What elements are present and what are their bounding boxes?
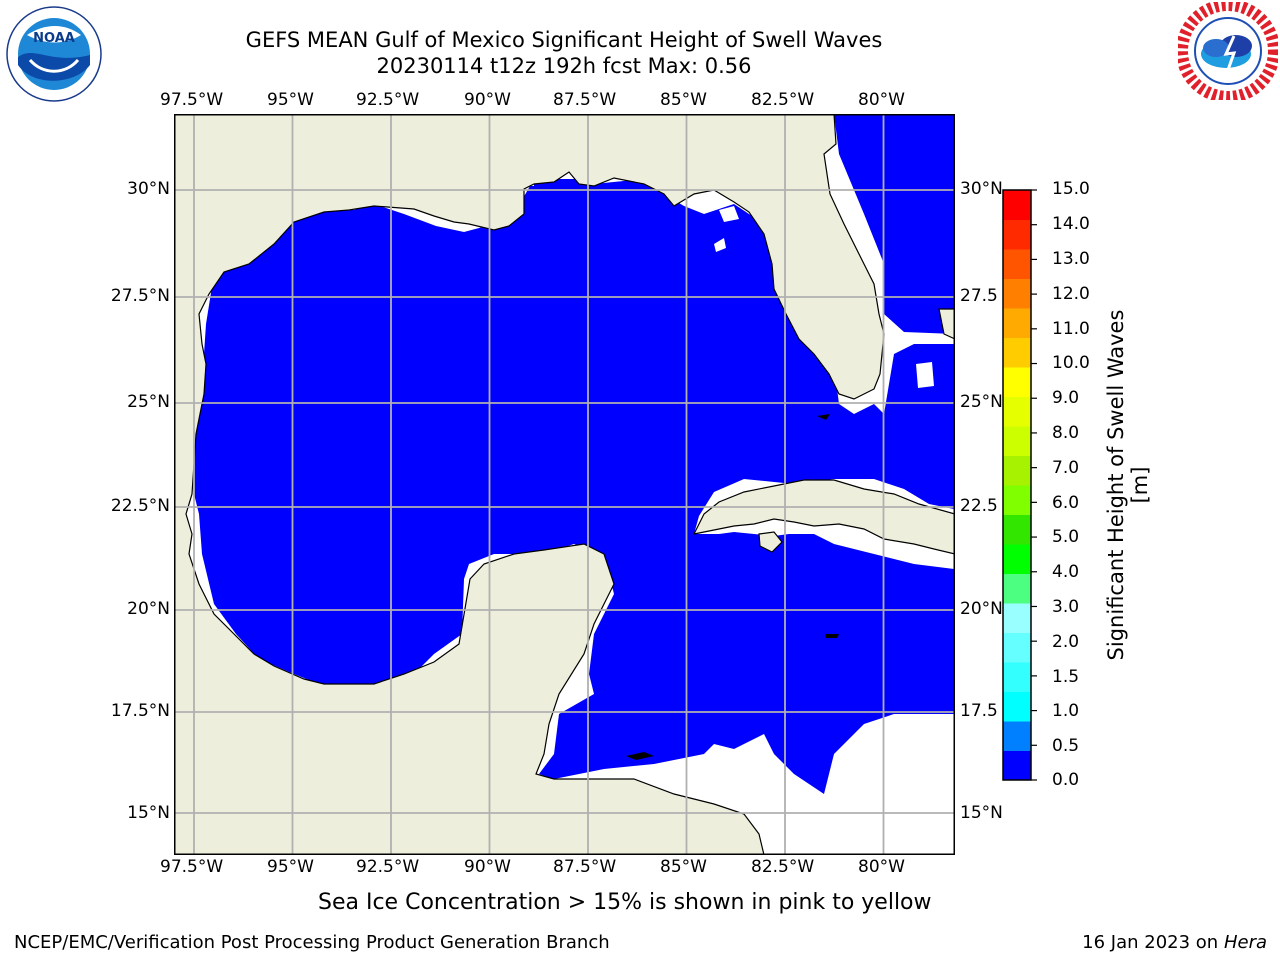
lon-label-top: 80°W (858, 90, 905, 110)
colorbar-segment (1003, 750, 1031, 781)
colorbar-tick: 5.0 (1052, 527, 1080, 547)
colorbar-tick: 13.0 (1052, 249, 1090, 269)
colorbar-segment (1003, 721, 1031, 751)
lon-label-bottom: 80°W (858, 857, 905, 877)
lat-label-left: 27.5°N (110, 286, 170, 306)
colorbar-tick: 14.0 (1052, 214, 1090, 234)
lat-label-right: 20°N (960, 599, 1003, 619)
gulf-swell-area (194, 179, 954, 794)
colorbar-segment (1003, 337, 1031, 368)
lon-label-top: 90°W (464, 90, 511, 110)
lon-label-bottom: 82.5°W (751, 857, 815, 877)
sea-ice-note: Sea Ice Concentration > 15% is shown in … (318, 890, 932, 915)
colorbar-segment (1003, 190, 1031, 220)
colorbar-tick: 11.0 (1052, 319, 1090, 339)
lon-label-bottom: 85°W (660, 857, 707, 877)
lon-label-bottom: 92.5°W (356, 857, 420, 877)
lat-label-left: 25°N (127, 392, 170, 412)
lat-label-right: 27.5 (960, 286, 998, 306)
footer-date: 16 Jan 2023 on Hera (1082, 932, 1267, 953)
footer-date-text: 16 Jan 2023 on (1082, 932, 1224, 953)
lat-label-right: 15°N (960, 803, 1003, 823)
colorbar-tick: 6.0 (1052, 493, 1080, 513)
lat-label-left: 15°N (127, 803, 170, 823)
lon-label-top: 92.5°W (356, 90, 420, 110)
atlantic-swell-area (834, 114, 955, 334)
colorbar-segment (1003, 544, 1031, 574)
lon-label-top: 82.5°W (751, 90, 815, 110)
colorbar-tick: 15.0 (1052, 179, 1090, 199)
land-north-america (174, 114, 885, 855)
lon-label-top: 87.5°W (553, 90, 617, 110)
svg-text:NOAA: NOAA (33, 31, 75, 46)
colorbar-segment (1003, 514, 1031, 545)
colorbar-segment (1003, 426, 1031, 456)
colorbar-segment (1003, 632, 1031, 663)
colorbar-segment (1003, 249, 1031, 279)
colorbar-segment (1003, 485, 1031, 515)
map-title: GEFS MEAN Gulf of Mexico Significant Hei… (245, 28, 883, 52)
colorbar-tick: 8.0 (1052, 423, 1080, 443)
colorbar-border (1002, 189, 1032, 781)
colorbar-tick: 1.0 (1052, 701, 1080, 721)
lon-label-bottom: 97.5°W (160, 857, 224, 877)
lat-label-right: 25°N (960, 392, 1003, 412)
land-cuba (692, 479, 955, 555)
lat-label-right: 22.5 (960, 496, 998, 516)
colorbar-tick: 2.0 (1052, 632, 1080, 652)
colorbar (1002, 189, 1037, 781)
colorbar-tick: 12.0 (1052, 284, 1090, 304)
lat-label-left: 20°N (127, 599, 170, 619)
colorbar-tick: 7.0 (1052, 458, 1080, 478)
lon-label-top: 97.5°W (160, 90, 224, 110)
colorbar-segment (1003, 367, 1031, 397)
colorbar-segment (1003, 219, 1031, 250)
colorbar-segment (1003, 396, 1031, 427)
colorbar-segment (1003, 308, 1031, 338)
map-subtitle: 20230114 t12z 192h fcst Max: 0.56 (376, 54, 752, 78)
colorbar-segment (1003, 573, 1031, 604)
lat-label-right: 30°N (960, 179, 1003, 199)
colorbar-segment (1003, 278, 1031, 309)
lon-label-top: 85°W (660, 90, 707, 110)
lon-label-top: 95°W (267, 90, 314, 110)
colorbar-tick: 0.5 (1052, 736, 1080, 756)
colorbar-tick: 0.0 (1052, 770, 1080, 790)
colorbar-tick: 9.0 (1052, 388, 1080, 408)
graticule (174, 114, 955, 855)
lat-label-right: 17.5 (960, 701, 998, 721)
nws-logo (1178, 2, 1278, 100)
colorbar-segment (1003, 662, 1031, 692)
colorbar-segment (1003, 603, 1031, 633)
colorbar-tick: 4.0 (1052, 562, 1080, 582)
lon-label-bottom: 90°W (464, 857, 511, 877)
lon-label-bottom: 95°W (267, 857, 314, 877)
noaa-logo: NOAA (6, 6, 102, 102)
colorbar-segment (1003, 691, 1031, 722)
colorbar-label: Significant Height of Swell Waves [m] (1104, 309, 1152, 661)
colorbar-tick: 1.5 (1052, 667, 1080, 687)
footer-machine: Hera (1223, 932, 1267, 953)
lon-label-bottom: 87.5°W (553, 857, 617, 877)
footer-org: NCEP/EMC/Verification Post Processing Pr… (14, 932, 610, 953)
lat-label-left: 30°N (127, 179, 170, 199)
map-panel (174, 114, 955, 855)
lat-label-left: 17.5°N (110, 701, 170, 721)
colorbar-tick: 3.0 (1052, 597, 1080, 617)
colorbar-segment (1003, 455, 1031, 486)
lat-label-left: 22.5°N (110, 496, 170, 516)
colorbar-tick: 10.0 (1052, 353, 1090, 373)
